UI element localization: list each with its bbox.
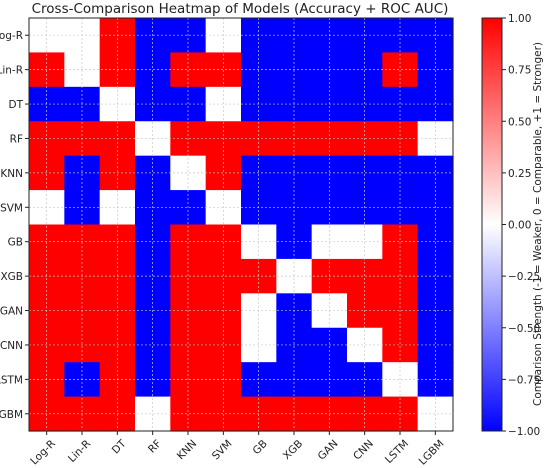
x-tick-labels: Log-R Lin-R DT RF KNN SVM GB XGB GAN CNN LSTM LGBM: [28, 431, 447, 468]
y-tick-label: XGB: [0, 271, 23, 283]
heatmap-cell-XGB-KNN: [170, 258, 207, 294]
heatmap-cell-KNN-KNN: [170, 155, 207, 191]
y-tick-labels: Log-R Lin-R DT RF KNN SVM GB XGB GAN CNN LSTM LGBM: [0, 30, 29, 421]
heatmap-cell-KNN-LSTM: [382, 155, 419, 191]
x-tick-label: SVM: [210, 438, 235, 463]
y-tick-label: Lin-R: [0, 65, 23, 77]
x-tick-label: CNN: [351, 438, 376, 463]
x-tick-label: GB: [251, 438, 270, 457]
x-tick-label: DT: [110, 437, 129, 456]
heatmap-cell-KNN-CNN: [347, 155, 383, 191]
y-tick-label: GAN: [0, 306, 23, 318]
heatmap-cell-CNN-KNN: [170, 327, 207, 363]
chart-title: Cross-Comparison Heatmap of Models (Accu…: [32, 1, 449, 17]
y-tick-label: DT: [9, 99, 24, 111]
heatmap-grid: [29, 18, 453, 431]
heatmap-cell-DT-RF: [135, 86, 171, 122]
y-tick-label: LSTM: [0, 374, 23, 386]
x-tick-label: GAN: [316, 438, 341, 463]
y-tick-label: CNN: [0, 340, 23, 352]
y-tick-label: Log-R: [0, 30, 23, 42]
heatmap-cell-DT-LSTM: [382, 86, 419, 122]
heatmap-cell-KNN-RF: [135, 155, 171, 191]
colorbar-tick-label: 0.00: [508, 220, 531, 232]
plot-frame: [28, 17, 454, 432]
colorbar-tick-label: −1.00: [508, 426, 540, 438]
y-tick-label: KNN: [0, 168, 23, 180]
heatmap-cell-DT-CNN: [347, 86, 383, 122]
heatmap-cells: [29, 18, 454, 432]
heatmap-cell-KNN-LGBM: [417, 155, 454, 191]
colorbar-ticks: 1.00 0.75 0.50 0.25 0.00 −0.25 −0.50 −0.75 −1.00: [502, 13, 540, 438]
heatmap-cell-XGB-SVM: [205, 258, 242, 294]
colorbar-label: Comparison Strength (-1 = Weaker, 0 = Co…: [532, 42, 544, 406]
heatmap-cell-CNN-SVM: [205, 327, 242, 363]
colorbar-tick-label: −0.75: [508, 374, 540, 386]
colorbar-tick-label: 0.25: [508, 168, 531, 180]
y-tick-label: RF: [10, 133, 23, 145]
colorbar: [481, 17, 503, 432]
heatmap-cell-XGB-CNN: [347, 258, 383, 294]
x-tick-label: LGBM: [417, 438, 447, 468]
colorbar-tick-label: −0.50: [508, 323, 540, 335]
heatmap-cell-CNN-RF: [135, 327, 171, 363]
colorbar-tick-label: 0.50: [508, 116, 531, 128]
heatmap-cell-CNN-LSTM: [382, 327, 419, 363]
heatmap-cell-DT-KNN: [170, 86, 207, 122]
x-tick-label: Log-R: [28, 438, 58, 468]
y-tick-label: GB: [8, 237, 23, 249]
colorbar-tick-label: 0.75: [508, 65, 531, 77]
x-tick-label: Lin-R: [66, 438, 93, 465]
heatmap-cell-DT-LGBM: [417, 86, 454, 122]
heatmap-cell-KNN-SVM: [205, 155, 242, 191]
heatmap-cell-XGB-LSTM: [382, 258, 419, 294]
y-tick-label: LGBM: [0, 409, 23, 421]
heatmap-cell-XGB-LGBM: [417, 258, 454, 294]
heatmap-cell-CNN-CNN: [347, 327, 383, 363]
x-tick-label: RF: [146, 438, 164, 456]
colorbar-tick-label: 1.00: [508, 13, 531, 25]
x-tick-label: LSTM: [383, 438, 411, 466]
x-tick-label: KNN: [175, 438, 199, 462]
y-tick-label: SVM: [0, 202, 23, 214]
heatmap-cell-DT-SVM: [205, 86, 242, 122]
heatmap-cell-XGB-RF: [135, 258, 171, 294]
colorbar-tick-label: −0.25: [508, 271, 540, 283]
heatmap-cell-CNN-LGBM: [417, 327, 454, 363]
x-tick-label: XGB: [281, 438, 305, 462]
